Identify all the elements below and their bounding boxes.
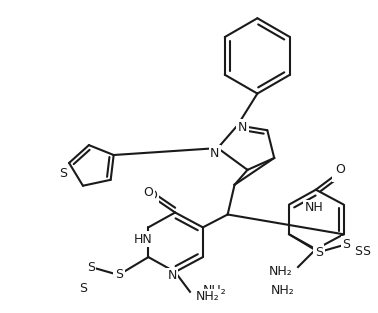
Text: NH: NH: [305, 201, 323, 214]
Text: N: N: [167, 269, 177, 282]
Text: N: N: [314, 248, 324, 261]
Text: S: S: [116, 269, 124, 282]
Text: S: S: [363, 245, 370, 258]
Text: S: S: [115, 269, 122, 281]
Text: O: O: [143, 186, 153, 199]
Text: S: S: [342, 238, 350, 251]
Text: S: S: [315, 246, 323, 259]
Text: NH₂: NH₂: [270, 284, 294, 297]
Text: NH₂: NH₂: [196, 290, 220, 303]
Text: N: N: [238, 121, 247, 134]
Text: HN: HN: [134, 233, 153, 246]
Text: S: S: [87, 260, 95, 274]
Text: S: S: [79, 282, 87, 295]
Text: S: S: [355, 245, 363, 258]
Text: O: O: [336, 163, 345, 177]
Text: O: O: [147, 189, 157, 202]
Text: NH₂: NH₂: [268, 265, 292, 279]
Text: O: O: [334, 167, 344, 180]
Text: S: S: [59, 167, 67, 180]
Text: N: N: [210, 146, 220, 160]
Text: NH₂: NH₂: [203, 284, 227, 297]
